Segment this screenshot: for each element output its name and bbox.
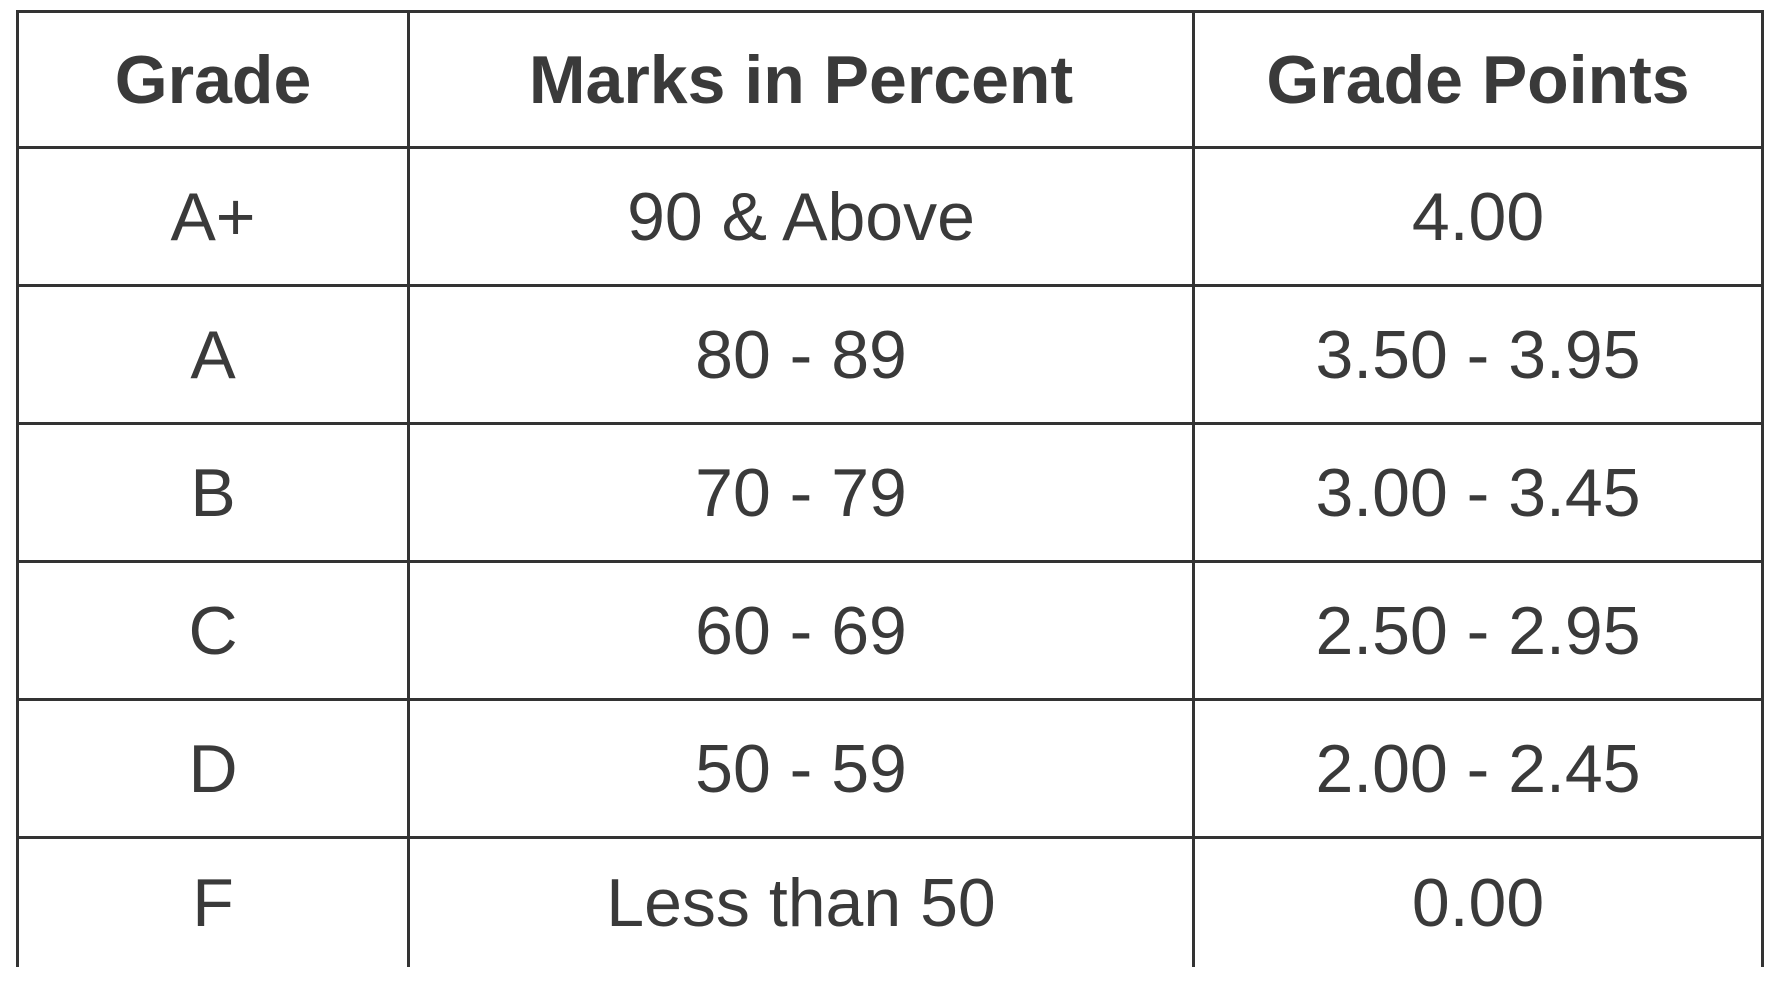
table-cell: 70 - 79 (407, 422, 1195, 563)
table-row: B 70 - 79 3.00 - 3.45 (16, 422, 1764, 563)
header-cell: Grade (16, 10, 410, 149)
header-cell: Marks in Percent (407, 10, 1195, 149)
table-cell: 60 - 69 (407, 560, 1195, 701)
table-row: C 60 - 69 2.50 - 2.95 (16, 560, 1764, 701)
table-row: A+ 90 & Above 4.00 (16, 146, 1764, 287)
table-body: A+ 90 & Above 4.00 A 80 - 89 3.50 - 3.95 B 70 -… (16, 146, 1764, 967)
grade-table: Grade Marks in Percent Grade Points A+ 90 &… (16, 10, 1764, 967)
table-cell: 50 - 59 (407, 698, 1195, 839)
table-cell: Less than 50 (407, 836, 1195, 967)
table-cell: 0.00 (1192, 836, 1764, 967)
table-cell: C (16, 560, 410, 701)
table-cell: F (16, 836, 410, 967)
table-cell: 2.50 - 2.95 (1192, 560, 1764, 701)
table-cell: 90 & Above (407, 146, 1195, 287)
table-cell: D (16, 698, 410, 839)
header-row: Grade Marks in Percent Grade Points (16, 10, 1764, 149)
table-row: A 80 - 89 3.50 - 3.95 (16, 284, 1764, 425)
table-cell: 3.00 - 3.45 (1192, 422, 1764, 563)
table-cell: A (16, 284, 410, 425)
header-cell: Grade Points (1192, 10, 1764, 149)
table-cell: B (16, 422, 410, 563)
table-row: D 50 - 59 2.00 - 2.45 (16, 698, 1764, 839)
table-cell: 2.00 - 2.45 (1192, 698, 1764, 839)
table-cell: 3.50 - 3.95 (1192, 284, 1764, 425)
table-cell: 4.00 (1192, 146, 1764, 287)
table-row: F Less than 50 0.00 (16, 836, 1764, 967)
table-cell: 80 - 89 (407, 284, 1195, 425)
table-header: Grade Marks in Percent Grade Points (16, 10, 1764, 149)
table-cell: A+ (16, 146, 410, 287)
